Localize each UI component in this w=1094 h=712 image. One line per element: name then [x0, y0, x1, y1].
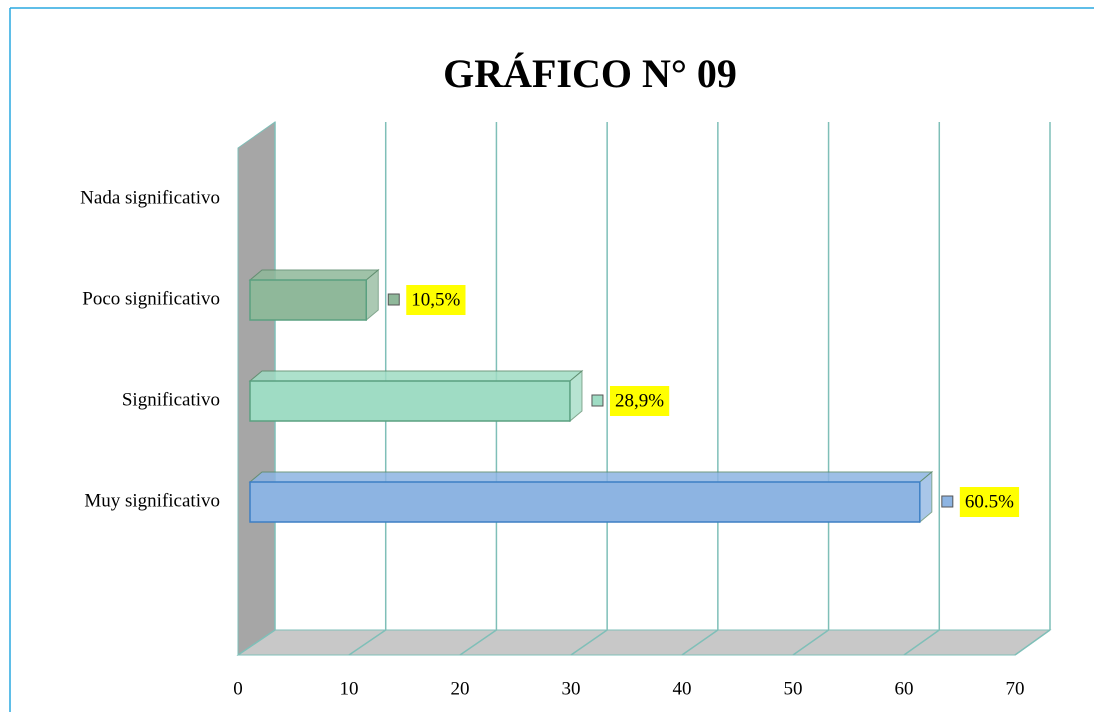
bar-top	[248, 370, 584, 382]
category-label: Nada significativo	[80, 187, 220, 208]
floor-grid-line	[1014, 629, 1051, 656]
bar	[249, 481, 921, 523]
data-label-bg	[959, 487, 1020, 517]
bar	[249, 279, 367, 321]
floor-grid-line	[570, 629, 608, 656]
data-label: 10,5%	[411, 289, 460, 310]
label-marker	[387, 293, 400, 306]
bar-top	[248, 471, 934, 483]
floor-grid-line	[459, 629, 497, 656]
data-label-bg	[609, 386, 670, 416]
data-label: 28,9%	[615, 390, 664, 411]
x-tick-label: 60	[895, 678, 914, 699]
x-tick-label: 70	[1006, 678, 1025, 699]
x-tick-label: 40	[673, 678, 692, 699]
category-label: Poco significativo	[82, 288, 220, 309]
x-tick-label: 20	[451, 678, 470, 699]
x-tick-label: 0	[233, 678, 243, 699]
category-label: Significativo	[122, 389, 220, 410]
bar-top	[248, 269, 380, 281]
data-label-bg	[406, 285, 466, 315]
floor-grid-line	[237, 629, 276, 656]
label-marker	[941, 495, 954, 508]
floor-grid-line	[681, 629, 719, 656]
floor-grid-line	[348, 629, 387, 656]
bar	[249, 380, 571, 422]
category-label: Muy significativo	[84, 490, 220, 511]
floor	[236, 629, 1052, 656]
x-tick-label: 10	[340, 678, 359, 699]
x-tick-label: 50	[784, 678, 803, 699]
label-marker	[591, 394, 604, 407]
floor-grid-line	[903, 629, 940, 656]
floor-grid-line	[792, 629, 830, 656]
x-tick-label: 30	[562, 678, 581, 699]
data-label: 60.5%	[965, 491, 1014, 512]
chart-title: GRÁFICO N° 09	[443, 51, 737, 96]
